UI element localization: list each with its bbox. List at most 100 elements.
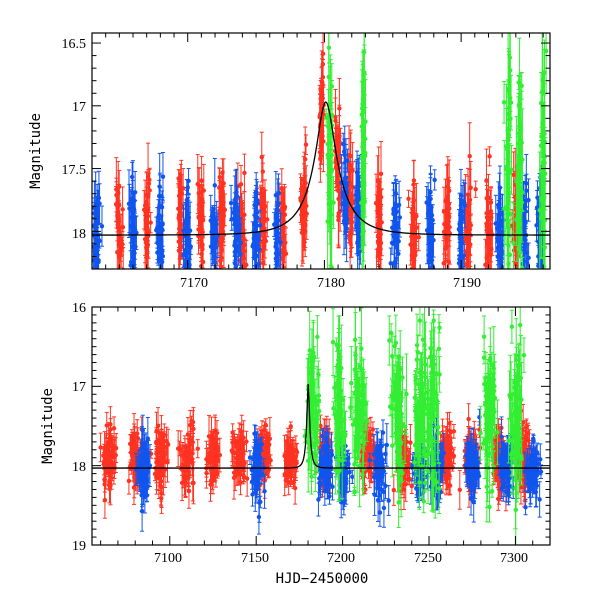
top-red-data-point (145, 238, 150, 244)
top-blue-data-point (235, 215, 241, 220)
top-panel: 7170 7180 7190 16.5 17 17.5 18 Magnitude (28, 32, 551, 293)
top-red-data-point (350, 168, 355, 173)
top-blue-data-point (130, 191, 136, 196)
top-blue-data-point (188, 244, 193, 249)
top-red-data-point (117, 255, 122, 260)
top-blue-data-point (277, 251, 282, 256)
top-blue-data-point (160, 221, 165, 226)
top-blue-data-point (232, 222, 237, 227)
top-red-data-point (260, 169, 265, 174)
top-red-data-point (200, 270, 204, 274)
top-green-data-point (361, 228, 366, 234)
top-red-data-point (198, 227, 203, 232)
top-red-data-point (197, 209, 203, 214)
top-blue-data-point (236, 243, 241, 249)
top-blue-data-point (493, 221, 498, 226)
top-blue-data-point (356, 183, 362, 188)
top-blue-data-point (160, 174, 166, 179)
top-red-data-point (261, 208, 266, 213)
top-blue-data-point (391, 210, 396, 216)
top-red-data-point (179, 213, 184, 218)
top-blue-data-point (522, 275, 526, 279)
top-red-data-point (318, 100, 324, 105)
top-blue-data-point (432, 177, 437, 183)
top-blue-data-point (157, 204, 163, 209)
top-green-data-point (361, 108, 366, 114)
top-red-data-point (265, 217, 270, 222)
top-red-data-point (303, 142, 309, 147)
top-red-data-point (350, 200, 356, 206)
top-red-data-point (411, 259, 416, 265)
top-blue-data-point (389, 240, 395, 246)
top-blue-data-point (154, 227, 159, 233)
top-blue-data-point (238, 251, 243, 257)
top-green-data-point (323, 115, 329, 120)
top-blue-data-point (392, 278, 396, 282)
top-green-data-point (359, 200, 364, 206)
top-red-data-point (487, 154, 492, 159)
top-red-data-point (241, 279, 245, 283)
top-blue-data-point (228, 200, 234, 206)
top-red-data-point (242, 264, 247, 269)
top-red-data-point (145, 228, 151, 233)
top-blue-data-point (429, 272, 433, 276)
top-red-data-point (279, 185, 284, 191)
top-red-data-point (447, 206, 452, 211)
top-red-data-point (261, 273, 265, 277)
top-red-data-point (487, 236, 493, 242)
top-red-data-point (377, 210, 383, 215)
top-green-data-point (507, 55, 512, 60)
top-red-data-point (411, 178, 417, 183)
top-red-data-point (242, 170, 247, 176)
top-blue-data-point (92, 245, 97, 250)
top-blue-data-point (456, 260, 462, 266)
top-red-data-point (263, 204, 268, 209)
top-blue-data-point (96, 258, 101, 263)
top-blue-data-point (458, 238, 464, 244)
top-blue-data-point (95, 272, 99, 276)
top-blue-data-point (395, 287, 399, 291)
top-red-data-point (146, 181, 152, 186)
top-blue-data-point (234, 189, 239, 195)
top-blue-data-point (521, 221, 527, 226)
top-red-data-point (337, 106, 342, 111)
top-blue-data-point (353, 192, 359, 198)
top-green-data-point (329, 84, 335, 89)
top-green-data-point (501, 100, 507, 105)
top-blue-data-point (396, 202, 402, 208)
top-blue-data-point (497, 282, 501, 286)
top-blue-data-point (157, 257, 162, 263)
top-red-data-point (443, 280, 447, 284)
top-blue-data-point (461, 253, 467, 258)
top-blue-data-point (394, 244, 399, 250)
top-red-data-point (446, 259, 451, 265)
top-blue-data-point (273, 285, 277, 289)
top-red-data-point (240, 271, 244, 275)
top-blue-data-point (273, 193, 279, 198)
top-blue-data-point (427, 278, 431, 282)
top-red-data-point (413, 249, 418, 254)
top-blue-data-point (254, 190, 259, 195)
top-red-data-point (336, 217, 341, 223)
top-red-data-point (117, 240, 123, 245)
top-red-data-point (179, 190, 184, 195)
top-blue-data-point (426, 252, 431, 258)
top-blue-data-point (388, 261, 393, 266)
top-blue-data-point (275, 276, 279, 280)
top-blue-data-point (457, 269, 461, 273)
top-red-data-point (374, 269, 378, 273)
top-blue-data-point (428, 222, 433, 227)
top-red-data-point (467, 153, 472, 159)
top-blue-data-point (216, 289, 220, 293)
top-blue-data-point (499, 271, 503, 275)
top-blue-data-point (130, 262, 135, 268)
top-red-data-point (220, 194, 225, 199)
top-red-data-point (416, 234, 421, 240)
top-red-data-point (347, 237, 353, 243)
top-blue-data-point (458, 222, 463, 227)
top-blue-data-point (397, 215, 403, 220)
top-red-data-point (195, 181, 200, 187)
top-red-data-point (143, 218, 149, 223)
top-red-data-point (348, 211, 353, 216)
